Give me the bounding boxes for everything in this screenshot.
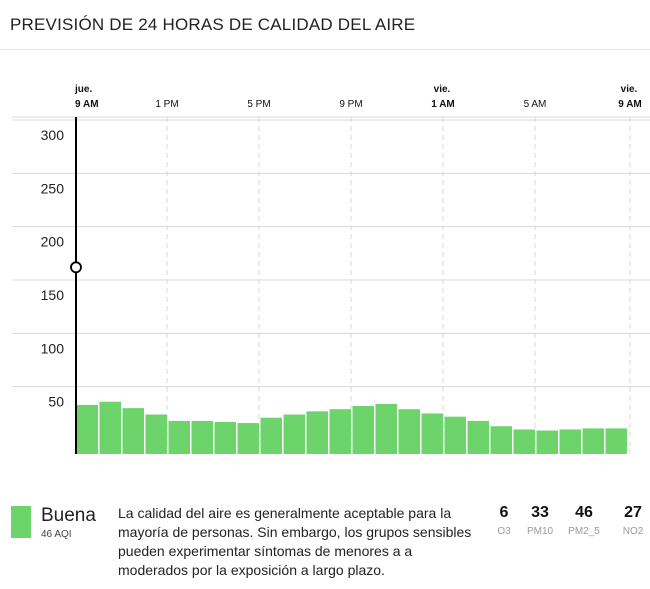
x-tick-time-label: 1 PM: [155, 99, 178, 110]
current-time-marker: [70, 261, 82, 274]
bar: [237, 423, 259, 454]
bar: [444, 416, 466, 454]
bar: [398, 409, 420, 454]
pollutant-pm25: 46 PM2_5: [554, 504, 614, 537]
bar: [559, 429, 581, 454]
aqi-forecast-chart: 50 100 150 200 250 300 jue. 9 AM 1 PM 5 PM 9 PM vie…: [12, 84, 650, 454]
bar: [329, 409, 351, 454]
bar: [306, 411, 328, 454]
pollutant-name: NO2: [622, 526, 644, 537]
pollutant-name: PM10: [526, 526, 554, 537]
x-tick-time-label: 9 AM: [75, 99, 99, 110]
bar: [605, 428, 627, 454]
pollutant-value: 46: [575, 504, 593, 521]
category-label: Buena: [41, 505, 96, 526]
page-title: PREVISIÓN DE 24 HORAS DE CALIDAD DEL AIR…: [10, 15, 416, 34]
pollutant-value: 27: [624, 504, 642, 521]
x-tick-time-label: 9 PM: [339, 99, 362, 110]
pollutant-value: 6: [499, 504, 509, 521]
pollutant-name: PM2_5: [568, 526, 600, 537]
aqi-summary: Buena 46 AQI La calidad del aire es gene…: [0, 496, 650, 589]
bar: [421, 413, 443, 454]
x-tick-day-label: vie.: [621, 84, 638, 95]
bar: [260, 417, 282, 454]
bar: [375, 403, 397, 454]
x-tick-time-label: 5 AM: [524, 99, 547, 110]
x-tick-time-label: 9 AM: [618, 99, 642, 110]
bar: [191, 420, 213, 454]
bar: [582, 428, 604, 454]
x-tick-day-label: vie.: [434, 84, 451, 95]
pollutant-name: O3: [497, 526, 511, 537]
bar: [122, 408, 144, 454]
pollutant-no2: 27 NO2: [603, 504, 650, 537]
bar: [168, 420, 190, 454]
y-tick-label: 250: [41, 180, 65, 196]
bar: [490, 426, 512, 454]
bar: [214, 422, 236, 454]
x-tick-day-label: jue.: [74, 84, 92, 95]
y-tick-label: 100: [41, 340, 65, 356]
bar: [513, 429, 535, 454]
x-tick-time-label: 1 AM: [431, 99, 455, 110]
x-tick-time-label: 5 PM: [247, 99, 270, 110]
category-swatch: [11, 506, 31, 538]
header: PREVISIÓN DE 24 HORAS DE CALIDAD DEL AIR…: [0, 0, 650, 50]
category-description: La calidad del aire es generalmente acep…: [118, 505, 472, 578]
aqi-value-label: 46 AQI: [41, 529, 72, 540]
pollutant-value: 33: [531, 504, 549, 521]
y-tick-label: 50: [48, 394, 64, 410]
y-tick-label: 300: [41, 127, 65, 143]
bar: [99, 401, 121, 454]
bar: [352, 406, 374, 454]
pollutant-pm10: 33 PM10: [510, 504, 570, 537]
y-tick-label: 150: [41, 287, 65, 303]
pollutant-o3: 6 O3: [474, 504, 534, 537]
bar: [283, 414, 305, 454]
bar: [145, 414, 167, 454]
bar: [76, 404, 98, 454]
bar: [536, 430, 558, 454]
y-tick-label: 200: [41, 234, 65, 250]
bar: [467, 420, 489, 454]
